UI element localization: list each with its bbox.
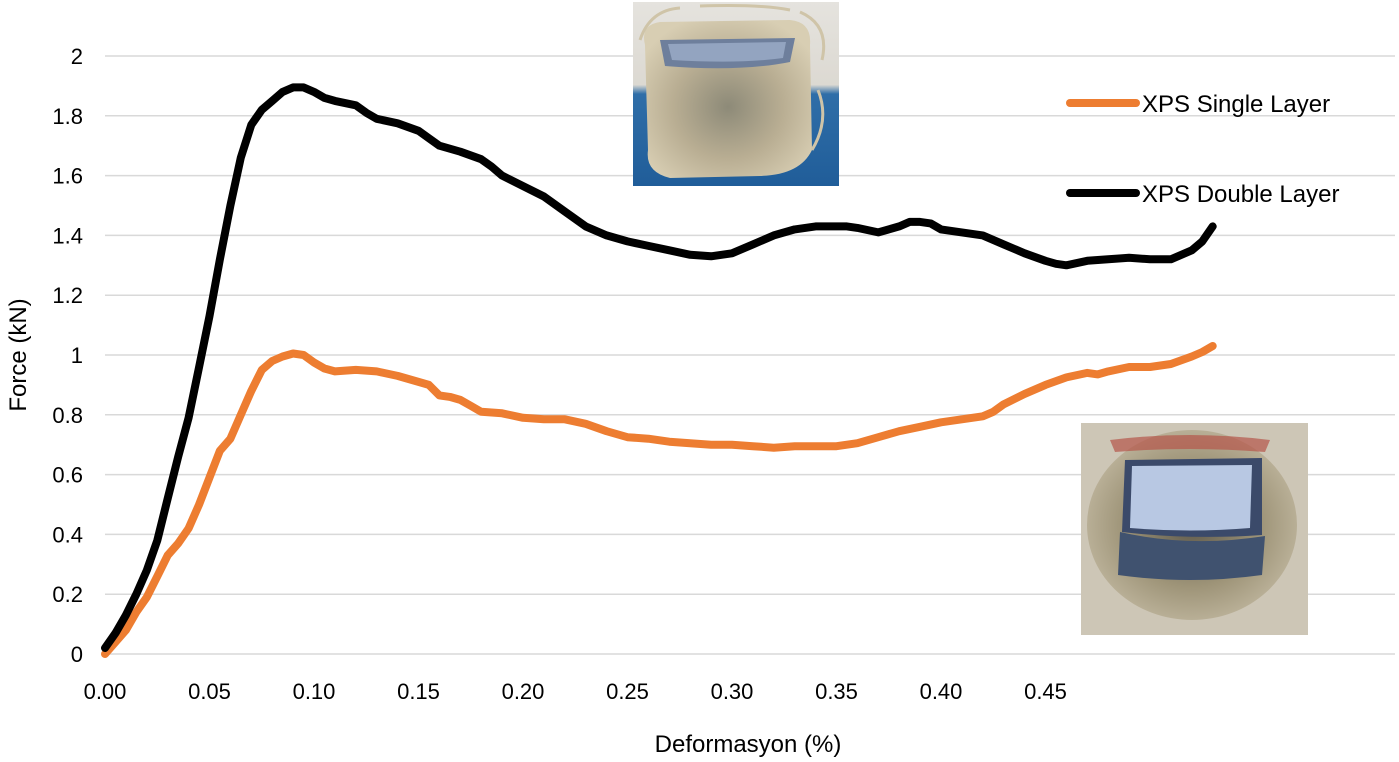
y-tick-label: 1.6 [52, 164, 83, 189]
legend-label-double: XPS Double Layer [1142, 181, 1339, 208]
y-tick-label: 0.2 [52, 582, 83, 607]
x-tick-label: 0.00 [84, 679, 127, 704]
x-tick-label: 0.45 [1024, 679, 1067, 704]
y-tick-label: 0 [71, 642, 83, 667]
x-tick-label: 0.40 [920, 679, 963, 704]
x-axis-title: Deformasyon (%) [655, 731, 842, 758]
y-tick-label: 1.4 [52, 223, 83, 248]
x-axis-ticks: 0.00 0.05 0.10 0.15 0.20 0.25 0.30 0.35 0.40 0.45 [84, 679, 1067, 704]
x-tick-label: 0.25 [606, 679, 649, 704]
series-layer [101, 83, 1217, 658]
y-tick-label: 1.8 [52, 104, 83, 129]
x-tick-label: 0.10 [293, 679, 336, 704]
y-tick-label: 1.2 [52, 283, 83, 308]
x-tick-label: 0.35 [815, 679, 858, 704]
y-tick-label: 1 [71, 343, 83, 368]
legend: XPS Single Layer XPS Double Layer [1066, 91, 1339, 208]
y-tick-label: 2 [71, 44, 83, 69]
x-tick-label: 0.15 [397, 679, 440, 704]
y-tick-label: 0.6 [52, 463, 83, 488]
series-line-double-layer [101, 83, 1217, 652]
x-tick-label: 0.30 [711, 679, 754, 704]
x-tick-label: 0.20 [502, 679, 545, 704]
single-layer-photo [633, 2, 839, 186]
y-tick-label: 0.4 [52, 522, 83, 547]
y-axis-ticks: 0 0.2 0.4 0.6 0.8 1 1.2 1.4 1.6 1.8 2 [52, 44, 83, 667]
x-tick-label: 0.05 [188, 679, 231, 704]
series-line-single-layer [101, 342, 1217, 658]
double-layer-photo [1081, 423, 1308, 635]
y-axis-title: Force (kN) [5, 298, 32, 411]
legend-label-single: XPS Single Layer [1142, 91, 1330, 118]
y-tick-label: 0.8 [52, 403, 83, 428]
